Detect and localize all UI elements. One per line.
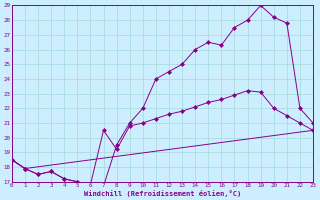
X-axis label: Windchill (Refroidissement éolien,°C): Windchill (Refroidissement éolien,°C) [84,190,241,197]
